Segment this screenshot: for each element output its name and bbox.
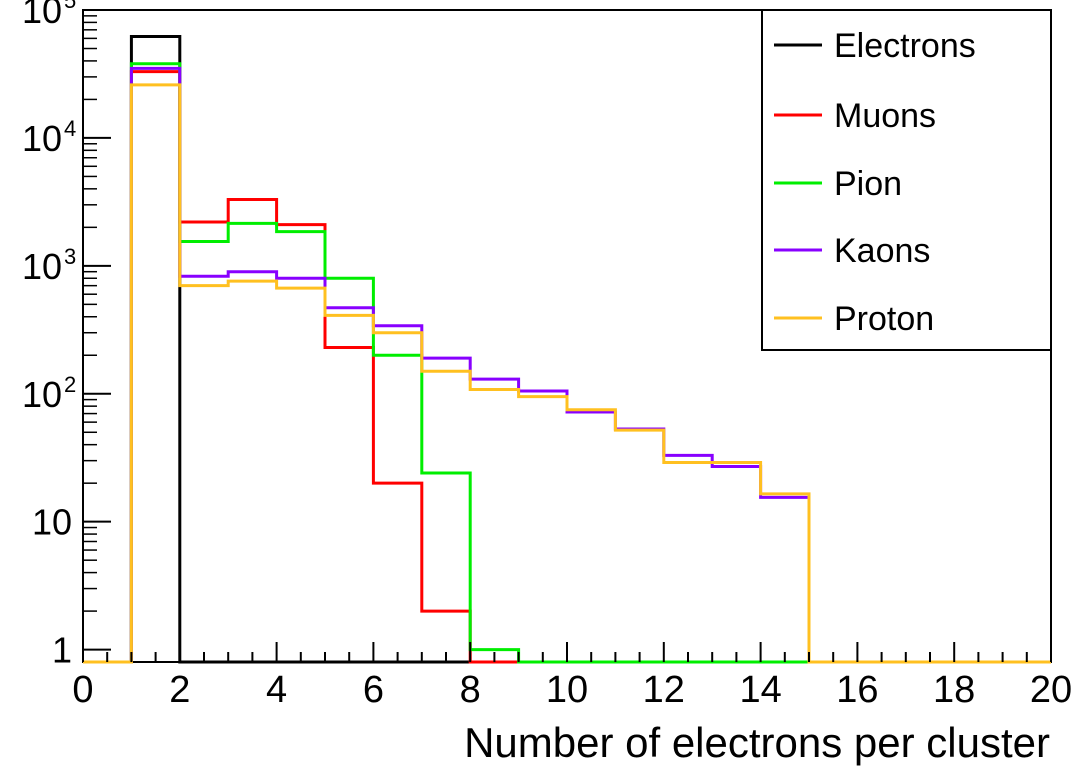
x-tick-label: 0 xyxy=(72,669,93,711)
x-tick-label: 12 xyxy=(643,669,685,711)
x-tick-label: 10 xyxy=(546,669,588,711)
legend-label-muons: Muons xyxy=(834,97,936,135)
y-tick-label: 10 xyxy=(22,246,62,287)
y-tick-label: 10 xyxy=(22,0,62,31)
y-tick-label: 10 xyxy=(22,118,62,159)
legend-box xyxy=(761,9,1052,351)
series-layer xyxy=(83,35,1051,664)
x-axis-label: Number of electrons per cluster xyxy=(464,719,1050,766)
x-tick-label: 18 xyxy=(933,669,975,711)
y-tick-exponent: 2 xyxy=(64,372,76,397)
x-tick-label: 14 xyxy=(739,669,781,711)
x-tick-label: 4 xyxy=(266,669,287,711)
legend-label-electrons: Electrons xyxy=(834,27,976,65)
y-tick-label: 10 xyxy=(22,374,62,415)
x-tick-label: 6 xyxy=(363,669,384,711)
y-tick-exponent: 5 xyxy=(64,0,76,13)
legend-label-proton: Proton xyxy=(834,300,934,338)
legend-label-pion: Pion xyxy=(834,165,902,203)
legend-items: Electrons Muons Pion Kaons Proton xyxy=(774,27,976,338)
x-tick-label: 20 xyxy=(1030,669,1072,711)
x-tick-label: 8 xyxy=(460,669,481,711)
x-tick-label: 2 xyxy=(169,669,190,711)
x-tick-label: 16 xyxy=(836,669,878,711)
y-tick-exponent: 3 xyxy=(64,244,76,269)
legend-label-kaons: Kaons xyxy=(834,232,930,270)
y-tick-label: 10 xyxy=(32,502,72,543)
y-tick-label: 1 xyxy=(52,630,72,671)
y-tick-exponent: 4 xyxy=(64,116,76,141)
legend: Electrons Muons Pion Kaons Proton xyxy=(761,9,1052,351)
series-line-proton xyxy=(83,83,1051,664)
